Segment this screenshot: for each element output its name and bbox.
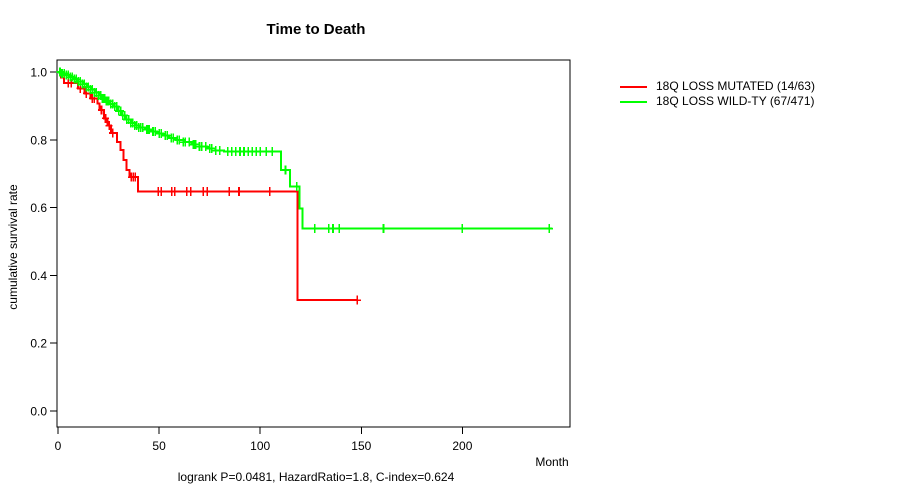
wildtype-line-swatch xyxy=(620,100,647,103)
legend: 18Q LOSS MUTATED (14/63) 18Q LOSS WILD-T… xyxy=(620,80,815,108)
mutated-line-swatch xyxy=(620,85,647,88)
legend-label-mutated: 18Q LOSS MUTATED (14/63) xyxy=(656,79,815,93)
logrank-stats-text: logrank P=0.0481, HazardRatio=1.8, C-ind… xyxy=(177,470,455,484)
x-tick-label: 0 xyxy=(55,439,62,453)
x-tick-label: 200 xyxy=(452,439,472,453)
x-tick-label: 50 xyxy=(152,439,166,453)
y-tick-label: 1.0 xyxy=(30,66,47,80)
plot-box xyxy=(56,59,571,428)
x-tick-label: 150 xyxy=(351,439,371,453)
x-axis-title: Month xyxy=(535,455,569,469)
chart-title: Time to Death xyxy=(266,21,366,38)
censor-marks-1 xyxy=(56,67,553,234)
legend-label-wildtype: 18Q LOSS WILD-TY (67/471) xyxy=(656,94,815,108)
y-tick-label: 0.2 xyxy=(30,337,47,351)
y-tick-label: 0.8 xyxy=(30,133,47,147)
y-tick-label: 0.4 xyxy=(30,269,47,283)
legend-item-wildtype: 18Q LOSS WILD-TY (67/471) xyxy=(620,95,815,108)
censor-marks-0 xyxy=(64,78,361,305)
legend-item-mutated: 18Q LOSS MUTATED (14/63) xyxy=(620,80,815,93)
y-tick-label: 0.0 xyxy=(30,405,47,419)
y-tick-label: 0.6 xyxy=(30,201,47,215)
x-tick-label: 100 xyxy=(250,439,270,453)
survival-curve-1 xyxy=(58,71,553,230)
survival-curve-0 xyxy=(58,71,358,302)
